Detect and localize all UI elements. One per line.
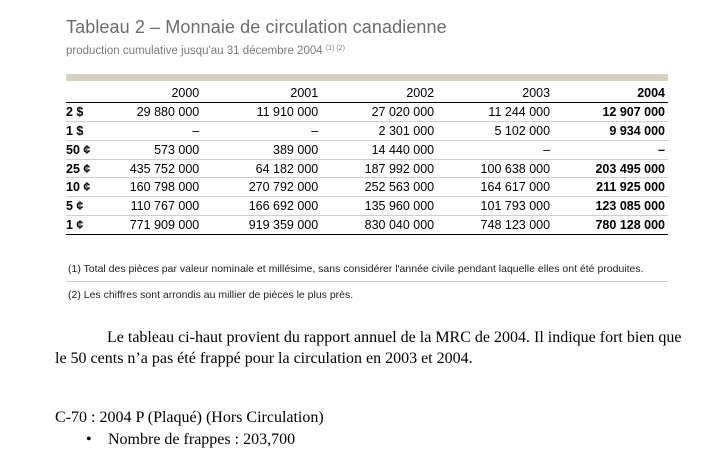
value-cell: 435 752 000 bbox=[129, 161, 200, 176]
value-cell: 100 638 000 bbox=[480, 161, 551, 176]
denomination: 25 ¢ bbox=[66, 161, 91, 176]
value-cell: 211 925 000 bbox=[596, 180, 665, 195]
value-cell: 160 798 000 bbox=[129, 180, 200, 195]
value-cell: 14 440 000 bbox=[371, 142, 435, 157]
denomination: 10 ¢ bbox=[66, 180, 91, 195]
value-cell: 919 359 000 bbox=[248, 217, 319, 232]
value-cell: – bbox=[658, 142, 665, 157]
table-row: 1 ¢ 771 909 000 919 359 000 830 040 000 … bbox=[66, 216, 668, 235]
denomination: 50 ¢ bbox=[66, 142, 91, 157]
table-row: 25 ¢ 435 752 000 64 182 000 187 992 000 … bbox=[66, 159, 668, 178]
footnote-1: (1) Total des pièces par valeur nominale… bbox=[66, 260, 668, 282]
body-paragraph: Le tableau ci-haut provient du rapport a… bbox=[55, 327, 685, 369]
table-row: 1 $ – – 2 301 000 5 102 000 9 934 000 bbox=[66, 122, 668, 141]
table-row: 2 $ 29 880 000 11 910 000 27 020 000 11 … bbox=[66, 103, 668, 122]
value-cell: 164 617 000 bbox=[480, 180, 551, 195]
denomination: 1 ¢ bbox=[66, 217, 84, 232]
value-cell: 101 793 000 bbox=[480, 199, 551, 214]
value-cell: 64 182 000 bbox=[255, 161, 319, 176]
value-cell: 2 301 000 bbox=[378, 123, 435, 138]
year-header: 2002 bbox=[406, 86, 435, 101]
value-cell: 203 495 000 bbox=[595, 161, 665, 176]
value-cell: 830 040 000 bbox=[364, 217, 435, 232]
coin-table-figure: Tableau 2 – Monnaie de circulation canad… bbox=[66, 16, 668, 301]
value-cell: 166 692 000 bbox=[248, 199, 319, 214]
denomination: 2 $ bbox=[66, 105, 84, 120]
subtitle-footnote-refs: (1) (2) bbox=[325, 45, 345, 52]
value-cell: 11 244 000 bbox=[488, 105, 551, 120]
value-cell: 771 909 000 bbox=[129, 217, 200, 232]
value-cell: 252 563 000 bbox=[364, 180, 435, 195]
bullet-symbol: • bbox=[86, 431, 92, 448]
header-band bbox=[66, 74, 668, 81]
value-cell: – bbox=[192, 123, 200, 138]
value-cell: – bbox=[543, 142, 551, 157]
bullet-item: • Nombre de frappes : 203,700 bbox=[86, 430, 295, 449]
value-cell: 27 020 000 bbox=[371, 105, 435, 120]
table-title: Tableau 2 – Monnaie de circulation canad… bbox=[66, 17, 447, 37]
bullet-text: Nombre de frappes : 203,700 bbox=[108, 431, 296, 448]
value-cell: 187 992 000 bbox=[364, 161, 435, 176]
table-row: 10 ¢ 160 798 000 270 792 000 252 563 000… bbox=[66, 178, 668, 197]
denomination: 5 ¢ bbox=[66, 199, 84, 214]
value-cell: 110 767 000 bbox=[130, 199, 200, 214]
value-cell: 9 934 000 bbox=[609, 123, 665, 138]
value-cell: 780 128 000 bbox=[595, 217, 665, 232]
table-header-row: 2000 2001 2002 2003 2004 bbox=[66, 84, 668, 103]
year-header: 2004 bbox=[637, 86, 665, 101]
value-cell: 573 000 bbox=[154, 142, 200, 157]
year-header: 2001 bbox=[290, 86, 319, 101]
table-row: 50 ¢ 573 000 389 000 14 440 000 – – bbox=[66, 140, 668, 160]
value-cell: 11 910 000 bbox=[256, 105, 319, 120]
coin-reference: C-70 : 2004 P (Plaqué) (Hors Circulation… bbox=[55, 409, 324, 426]
table-subtitle: production cumulative jusqu'au 31 décemb… bbox=[66, 42, 668, 58]
header-empty bbox=[66, 84, 97, 103]
value-cell: 29 880 000 bbox=[136, 105, 200, 120]
subtitle-text: production cumulative jusqu'au 31 décemb… bbox=[66, 45, 323, 57]
footnote-2: (2) Les chiffres sont arrondis au millie… bbox=[68, 289, 354, 301]
year-header: 2003 bbox=[522, 86, 551, 101]
value-cell: 123 085 000 bbox=[595, 199, 665, 214]
value-cell: 270 792 000 bbox=[248, 180, 319, 195]
value-cell: 135 960 000 bbox=[364, 199, 435, 214]
value-cell: 748 123 000 bbox=[480, 217, 551, 232]
value-cell: 389 000 bbox=[273, 142, 319, 157]
table-row: 5 ¢ 110 767 000 166 692 000 135 960 000 … bbox=[66, 197, 668, 216]
value-cell: – bbox=[311, 123, 319, 138]
paragraph-text: Le tableau ci-haut provient du rapport a… bbox=[55, 329, 682, 367]
value-cell: 12 907 000 bbox=[602, 105, 665, 120]
denomination: 1 $ bbox=[66, 123, 84, 138]
year-header: 2000 bbox=[171, 86, 200, 101]
production-table: 2000 2001 2002 2003 2004 2 $ 29 880 000 … bbox=[66, 84, 668, 235]
table-notes: (1) Total des pièces par valeur nominale… bbox=[66, 260, 668, 305]
value-cell: 5 102 000 bbox=[494, 123, 551, 138]
